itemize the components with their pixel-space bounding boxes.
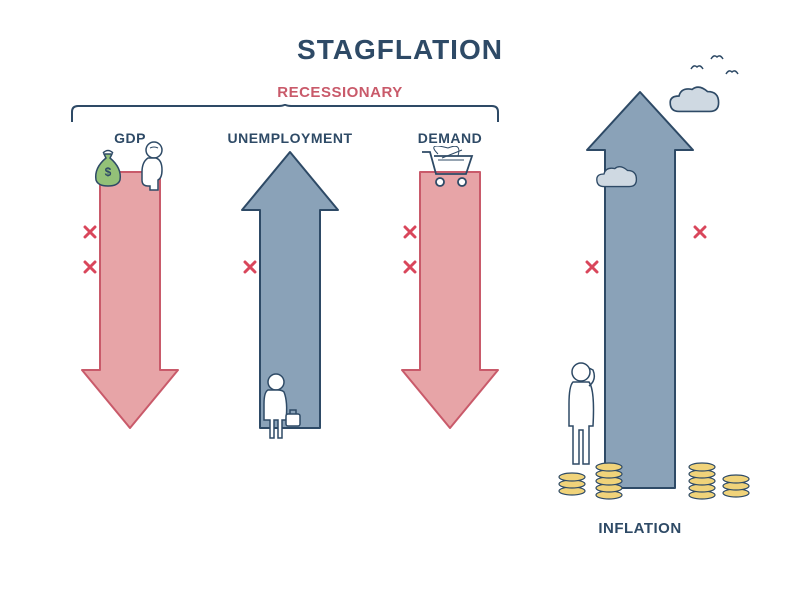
coin-stack-icon xyxy=(558,470,586,506)
x-mark-icon xyxy=(403,260,417,274)
person-briefcase-icon xyxy=(252,372,304,442)
svg-text:$: $ xyxy=(105,165,112,179)
x-mark-icon xyxy=(83,225,97,239)
coin-stack-icon xyxy=(688,460,716,510)
person-sitting-icon xyxy=(128,140,174,192)
col-label-inflation: INFLATION xyxy=(598,520,681,537)
x-mark-icon xyxy=(403,225,417,239)
arrow-demand xyxy=(395,170,505,430)
bird-icon xyxy=(710,50,724,64)
coin-stack-icon xyxy=(595,460,623,510)
bird-icon xyxy=(690,60,704,74)
col-label-unemployment: UNEMPLOYMENT xyxy=(228,130,353,146)
x-mark-icon xyxy=(83,260,97,274)
x-mark-icon xyxy=(243,260,257,274)
arrow-gdp xyxy=(75,170,185,430)
recessionary-bracket xyxy=(70,104,500,126)
coin-stack-icon xyxy=(722,472,750,508)
person-looking-up-icon xyxy=(555,360,607,470)
bird-icon xyxy=(725,65,739,79)
shopping-cart-icon xyxy=(418,146,478,190)
col-label-demand: DEMAND xyxy=(418,130,482,146)
x-mark-icon xyxy=(585,260,599,274)
cloud-icon xyxy=(668,85,723,123)
cloud-icon xyxy=(595,165,640,197)
x-mark-icon xyxy=(693,225,707,239)
stagflation-infographic: { "layout": { "width": 800, "height": 60… xyxy=(0,0,800,600)
infographic-title: STAGFLATION xyxy=(297,34,503,66)
money-bag-icon: $ xyxy=(90,148,126,188)
recessionary-label: RECESSIONARY xyxy=(260,84,420,101)
